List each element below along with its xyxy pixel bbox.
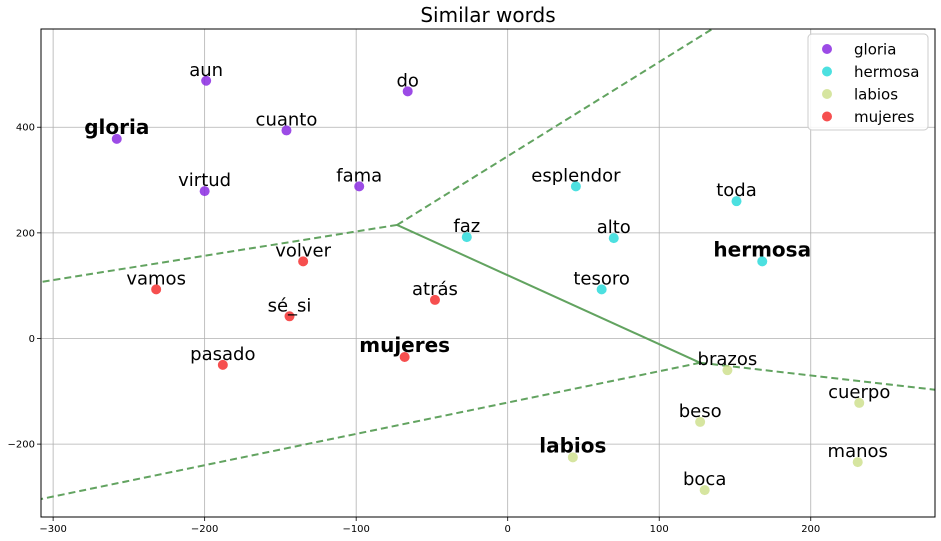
point-tesoro <box>596 284 607 295</box>
legend-box <box>807 33 929 131</box>
word-label-cuanto: cuanto <box>256 109 318 130</box>
legend-label-labios: labios <box>854 86 898 104</box>
word-label-do: do <box>396 70 418 91</box>
point-beso <box>695 416 706 427</box>
point-cuerpo <box>854 397 865 408</box>
axis-ticks: −300 −200 −100 0 100 200 −200 0 200 400 <box>8 123 821 535</box>
word-label-boca: boca <box>683 469 726 490</box>
legend-label-gloria: gloria <box>854 41 896 59</box>
key-word-label-mujeres: mujeres <box>359 333 450 357</box>
word-label-pasado: pasado <box>190 344 255 365</box>
point-cuanto <box>281 125 292 136</box>
word-label-virtud: virtud <box>178 170 231 191</box>
plot-area: gloria aun do cuanto virtud fama hermosa esplen… <box>40 28 936 518</box>
data-points <box>111 75 865 496</box>
point-virtud <box>199 186 210 197</box>
key-word-label-labios: labios <box>539 433 606 457</box>
word-label-toda: toda <box>716 180 757 201</box>
y-tick-label: 200 <box>16 228 35 239</box>
point-manos <box>852 457 863 468</box>
legend-marker-hermosa <box>822 66 832 77</box>
dashed-boundary-line <box>700 361 935 391</box>
word-label-beso: beso <box>679 401 722 422</box>
dashed-boundary-line <box>41 223 398 283</box>
point-pasado <box>217 359 228 370</box>
point-esplendor <box>570 181 581 192</box>
legend-marker-gloria <box>822 44 832 54</box>
plot-frame <box>40 28 936 518</box>
word-label-aun: aun <box>189 60 223 81</box>
point-gloria <box>111 133 122 144</box>
point-labios <box>567 452 578 463</box>
x-tick-label: −100 <box>342 524 369 535</box>
key-word-label-gloria: gloria <box>84 115 149 139</box>
point-volver <box>298 256 309 267</box>
point-sé_si <box>284 311 295 322</box>
word-label-volver: volver <box>275 240 331 261</box>
y-tick-label: 400 <box>16 123 35 134</box>
x-tick-label: 100 <box>650 524 669 535</box>
chart-title: Similar words <box>420 3 555 27</box>
point-faz <box>461 232 472 243</box>
x-tick-label: −300 <box>39 524 66 535</box>
dashed-boundary-line <box>41 361 701 501</box>
word-label-fama: fama <box>336 165 382 186</box>
point-hermosa <box>757 256 768 267</box>
x-tick-label: −200 <box>191 524 218 535</box>
word-label-esplendor: esplendor <box>531 165 621 186</box>
point-brazos <box>722 365 733 376</box>
key-word-label-hermosa: hermosa <box>713 237 811 261</box>
word-label-brazos: brazos <box>698 349 758 370</box>
point-mujeres <box>399 351 410 362</box>
cluster-boundaries <box>41 29 935 501</box>
y-tick-label: −200 <box>8 440 35 451</box>
legend-marker-mujeres <box>822 111 832 122</box>
point-do <box>402 86 413 97</box>
legend-marker-labios <box>822 89 832 99</box>
dashed-boundary-line <box>396 29 713 226</box>
word-label-atrás: atrás <box>412 279 458 300</box>
legend-label-hermosa: hermosa <box>854 63 919 81</box>
legend: gloria hermosa labios mujeres <box>807 33 929 131</box>
word-label-vamos: vamos <box>126 268 186 289</box>
x-tick-label: 200 <box>801 524 820 535</box>
point-atrás <box>429 294 440 305</box>
word-label-faz: faz <box>453 216 480 237</box>
word-label-manos: manos <box>828 441 888 462</box>
point-vamos <box>151 284 162 295</box>
plot-background <box>41 29 935 517</box>
word-label-cuerpo: cuerpo <box>828 382 890 403</box>
point-alto <box>608 233 619 244</box>
word-label-alto: alto <box>597 217 631 238</box>
word-label-sé_si: sé_si <box>268 295 312 316</box>
point-fama <box>354 181 365 192</box>
point-labels: gloria aun do cuanto virtud fama hermosa esplen… <box>84 60 890 490</box>
point-aun <box>201 75 212 86</box>
legend-label-mujeres: mujeres <box>854 108 915 126</box>
point-toda <box>731 196 742 207</box>
solid-boundary-line <box>396 224 701 364</box>
y-tick-label: 0 <box>29 334 35 345</box>
x-tick-label: 0 <box>505 524 511 535</box>
point-boca <box>699 485 710 496</box>
word-label-tesoro: tesoro <box>573 268 630 289</box>
